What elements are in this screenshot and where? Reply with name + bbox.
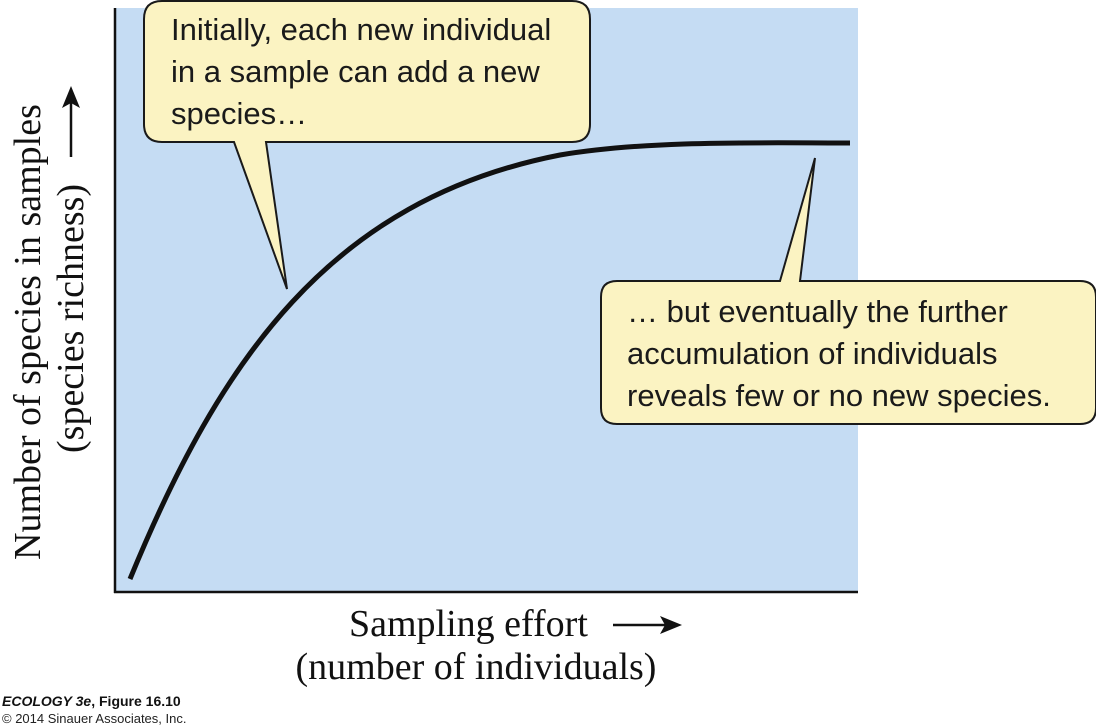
x-axis-label-line-1: Sampling effort [349,603,588,645]
callout-early-bubble [143,0,591,290]
callout-late-line-2: accumulation of individuals [627,336,998,371]
book-title: ECOLOGY 3e [2,693,92,709]
x-axis-label: Sampling effort (number of individuals) [296,603,682,688]
callout-early-line-1: Initially, each new individual [171,12,551,47]
y-axis-label-line-1: Number of species in samples [7,104,49,560]
x-axis-label-line-2: (number of individuals) [296,646,657,688]
y-axis-label: Number of species in samples (species ri… [7,86,92,560]
callout-late-line-1: … but eventually the further [627,294,1008,329]
callout-late-bubble [600,157,1096,425]
callout-late: … but eventually the further accumulatio… [600,157,1096,425]
copyright-notice: © 2014 Sinauer Associates, Inc. [2,711,187,726]
callout-late-line-3: reveals few or no new species. [627,378,1051,413]
x-axis-arrow-head [660,616,682,634]
figure-number: , Figure 16.10 [91,693,181,709]
y-axis-label-line-2: (species richness) [50,184,92,453]
callout-early-line-2: in a sample can add a new [171,54,540,89]
y-axis-arrow-head [62,86,80,108]
callout-early: Initially, each new individual in a samp… [143,0,591,290]
callout-early-line-3: species… [171,96,307,131]
accumulation-curve [127,140,851,580]
figure-credit: ECOLOGY 3e, Figure 16.10 [2,693,181,709]
